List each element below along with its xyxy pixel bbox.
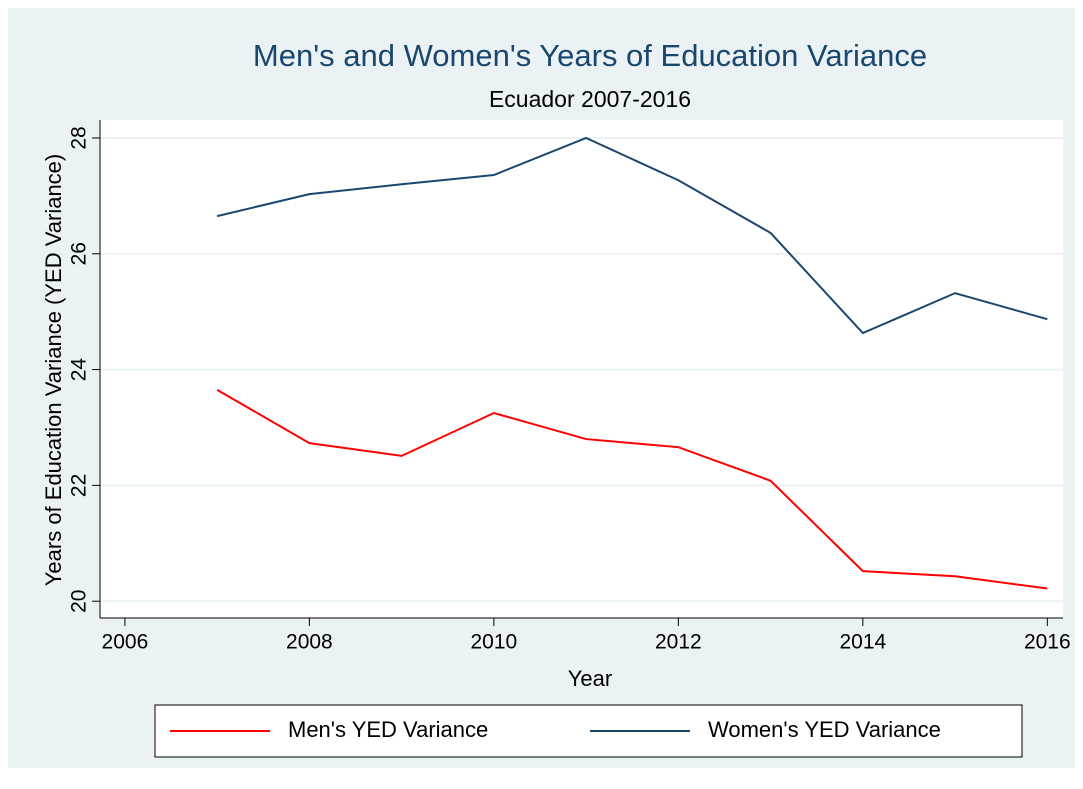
y-axis-label: Years of Education Variance (YED Varianc… [41,154,66,587]
y-tick-label: 24 [68,358,91,382]
x-tick-label: 2014 [839,631,886,654]
x-axis-label: Year [568,666,612,691]
y-tick-label: 26 [68,242,91,265]
y-tick-label: 28 [68,126,91,149]
chart-subtitle: Ecuador 2007-2016 [489,86,691,112]
line-series [216,136,1048,335]
line-series [216,388,1048,590]
x-tick-label: 2012 [655,631,702,654]
legend-label: Men's YED Variance [288,717,488,742]
x-tick-label: 2010 [471,631,518,654]
legend [154,704,1023,758]
x-tick-label: 2016 [1024,631,1071,654]
x-tick-label: 2006 [102,631,149,654]
legend-label: Women's YED Variance [708,717,941,742]
y-tick-label: 22 [68,474,91,497]
x-tick-label: 2008 [286,631,333,654]
y-tick-label: 20 [68,590,91,613]
chart-title: Men's and Women's Years of Education Var… [253,38,927,73]
